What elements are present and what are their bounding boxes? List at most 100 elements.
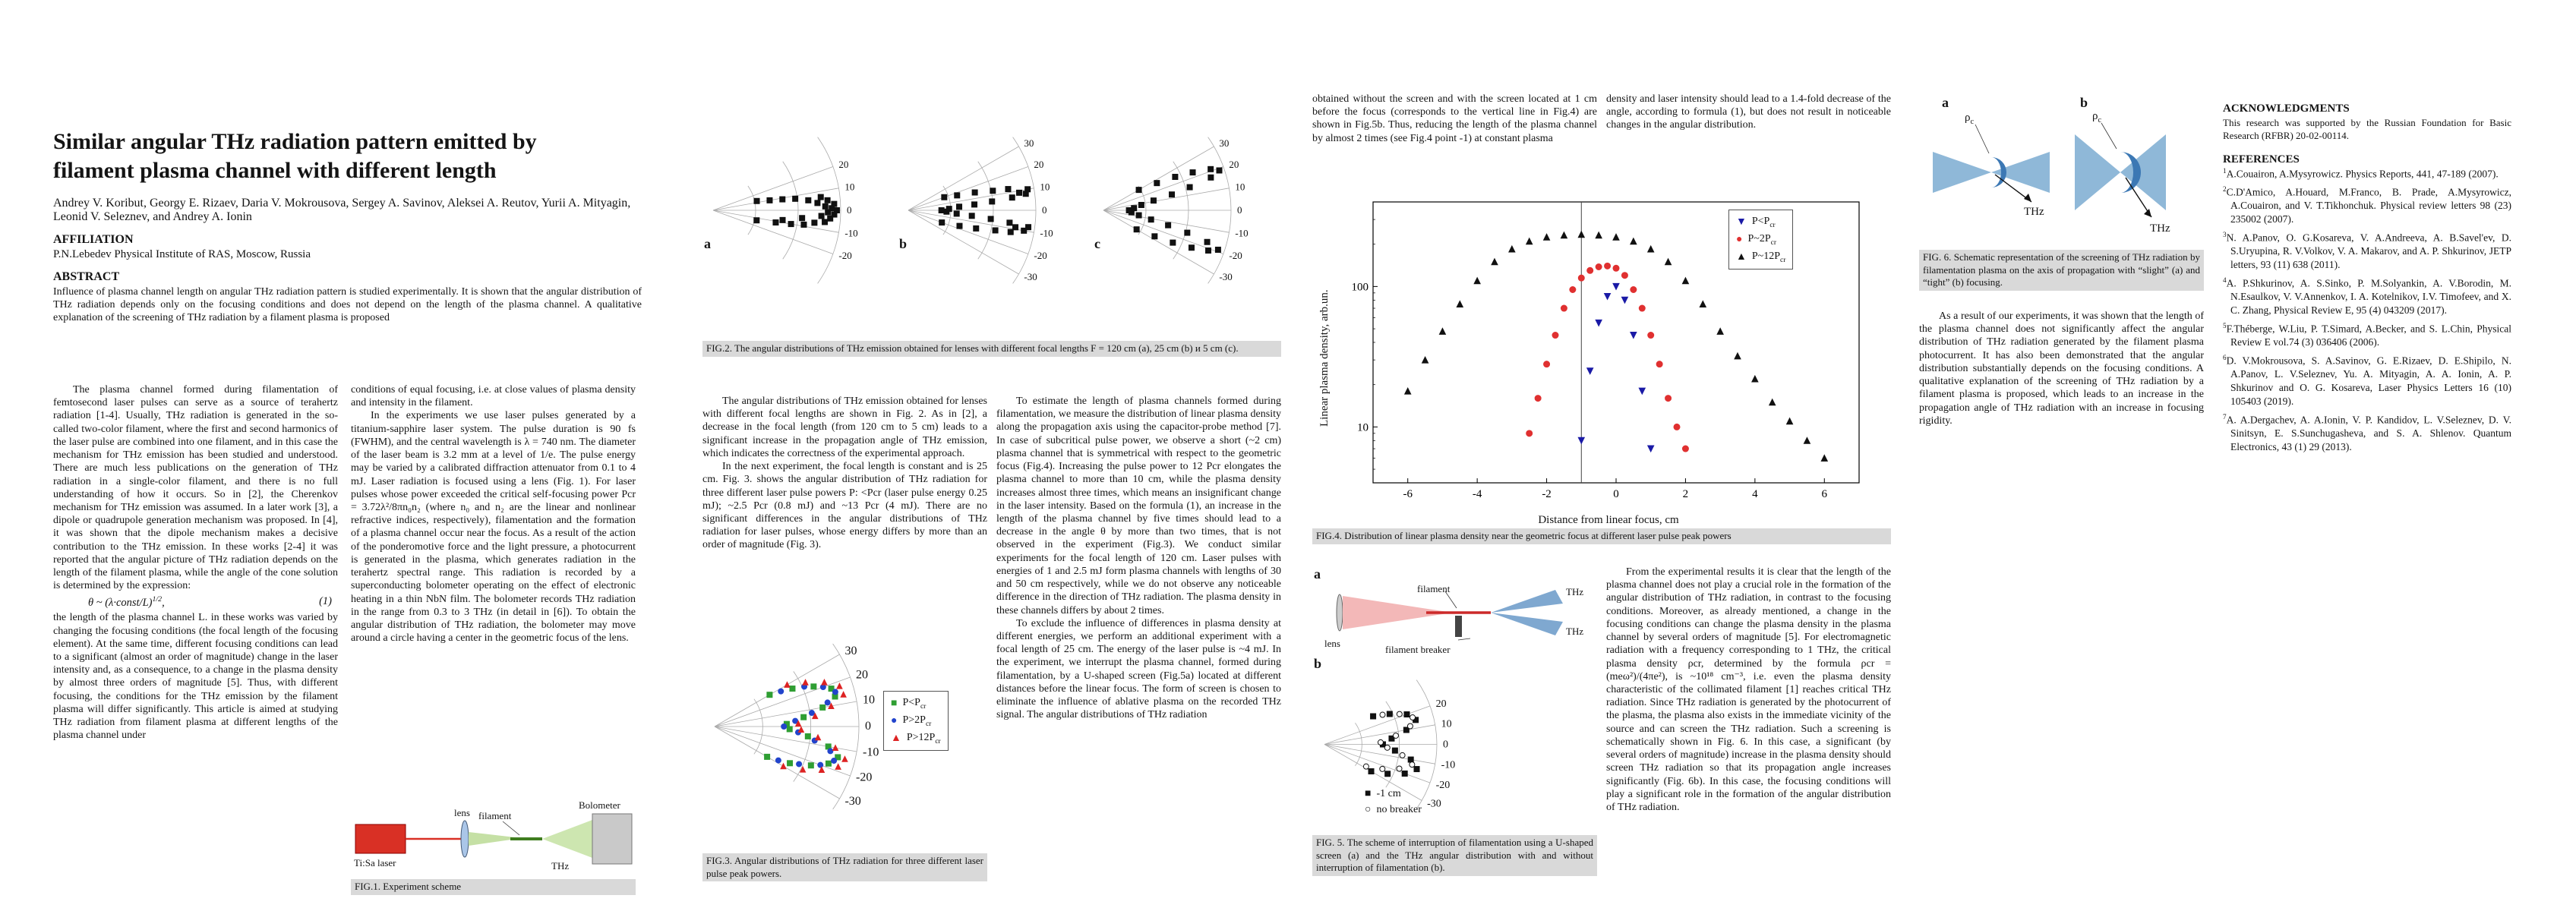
panel-label-b: b (2080, 95, 2088, 110)
paragraph: the length of the plasma channel L. in t… (53, 612, 338, 742)
rho-pointer-a (1975, 124, 1990, 154)
svg-text:10: 10 (1357, 421, 1368, 433)
references-list: 1A.Couairon, A.Mysyrowicz. Physics Repor… (2223, 166, 2511, 454)
legend-label: P<Pcr (902, 697, 927, 711)
legend-item: ▼ P<Pcr (1736, 213, 1785, 231)
abstract-text: Influence of plasma channel length on an… (53, 285, 642, 324)
paragraph: The plasma channel formed during filamen… (53, 384, 338, 592)
paragraph: The angular distributions of THz emissio… (702, 396, 987, 459)
legend-marker-square: ■ (1365, 787, 1372, 799)
laser-box (355, 824, 406, 854)
svg-text:-6: -6 (1403, 488, 1413, 500)
page-title: Similar angular THz radiation pattern em… (53, 129, 537, 184)
fig2-caption: FIG.2. The angular distributions of THz … (702, 341, 1281, 357)
svg-text:2: 2 (1683, 488, 1689, 500)
svg-text:-30: -30 (1024, 271, 1037, 282)
acknowledgments-text: This research was supported by the Russi… (2223, 117, 2511, 141)
cone-left-b (2075, 134, 2120, 210)
fig5a-drawing (1336, 590, 1563, 641)
legend-label: P~12Pcr (1751, 251, 1786, 264)
legend-label: P~2Pcr (1747, 233, 1777, 247)
panel-label-a: a (1314, 566, 1321, 582)
svg-text:-20: -20 (1229, 250, 1242, 261)
panel-label-b: b (899, 236, 908, 251)
column-3: The angular distributions of THz emissio… (702, 395, 987, 598)
rho-pointer-b (2101, 122, 2117, 150)
legend-label: -1 cm (1376, 788, 1401, 799)
fig2-panel-a: a 20 10 0 -10 -20 (702, 85, 889, 339)
lens-shape (1336, 594, 1343, 632)
figure-2: a 20 10 0 -10 -20 b 30 20 10 0 -10 -20 -30 c 30 20 1… (702, 85, 1281, 357)
figure-4: Linear plasma density, arb.un. -6 -4 -2 0 2 4… (1312, 191, 1891, 544)
lens-label: lens (1324, 638, 1340, 649)
column-2: conditions of equal focusing, i.e. at cl… (351, 383, 636, 763)
paragraph: obtained without the screen and with the… (1312, 93, 1597, 144)
fig4-x-axis-label: Distance from linear focus, cm (1538, 514, 1679, 526)
figure-6: a b ρc ρc THz THz FIG. 6. Schematic repr… (1919, 93, 2204, 291)
legend-item: ▲ P~12Pcr (1736, 248, 1785, 266)
figure-5: a filament THz THz lens filament breaker… (1312, 566, 1597, 876)
legend-marker-triangle-down: ▼ (1736, 216, 1747, 228)
svg-text:20: 20 (1436, 698, 1447, 710)
figure-1: Ti:Sa laser lens filament THz Bolometer … (351, 765, 636, 895)
svg-text:20: 20 (1034, 159, 1043, 170)
paragraph: density and laser intensity should lead … (1606, 93, 1891, 131)
lens-shape (460, 820, 469, 858)
svg-text:-20: -20 (1436, 780, 1451, 791)
fig1-drawing (355, 813, 633, 865)
svg-text:10: 10 (844, 181, 854, 192)
thz-label-lower: THz (1566, 626, 1584, 637)
column-1: The plasma channel formed during filamen… (53, 383, 338, 884)
reference-item: 6D. V.Mokrousova, S. A.Savinov, G. E.Riz… (2223, 354, 2511, 407)
filament-breaker-label: filament breaker (1385, 644, 1451, 655)
thz-label-upper: THz (1566, 586, 1584, 597)
svg-text:20: 20 (838, 159, 848, 170)
thz-arrowhead-a (2024, 194, 2031, 202)
acknowledgments-heading: ACKNOWLEDGMENTS (2223, 102, 2350, 115)
svg-text:0: 0 (1613, 488, 1619, 500)
thz-label-a: THz (2024, 206, 2044, 218)
plasma-crescent-b (2120, 152, 2141, 193)
svg-text:20: 20 (1229, 159, 1239, 170)
legend-item: ● P~2Pcr (1736, 231, 1785, 248)
paragraph: To exclude the influence of differences … (996, 617, 1281, 721)
svg-text:-4: -4 (1473, 488, 1482, 500)
svg-text:-10: -10 (1040, 228, 1053, 239)
svg-text:10: 10 (1441, 718, 1452, 730)
paragraph: As a result of our experiments, it was s… (1919, 310, 2204, 427)
fig4-chart-area: Linear plasma density, arb.un. -6 -4 -2 0 2 4… (1312, 191, 1891, 527)
fig2-panels: a 20 10 0 -10 -20 b 30 20 10 0 -10 -20 -30 c 30 20 1… (702, 85, 1281, 339)
fig3-polar-chart: 30 20 10 0 -10 -20 -30 (714, 643, 879, 810)
fig2-panel-b: b 30 20 10 0 -10 -20 -30 (898, 85, 1084, 339)
cone-right-a (1991, 152, 2050, 193)
fig4-caption: FIG.4. Distribution of linear plasma den… (1312, 528, 1891, 544)
legend-item: ■ -1 cm (1365, 786, 1422, 802)
affiliation-text: P.N.Lebedev Physical Institute of RAS, M… (53, 247, 311, 260)
thz-label: THz (551, 860, 570, 872)
svg-text:0: 0 (1042, 204, 1047, 216)
legend-marker-triangle-up: ▲ (1736, 251, 1747, 263)
svg-text:-30: -30 (1219, 271, 1232, 282)
thz-lobe-lower (1491, 613, 1563, 635)
legend-marker-circle: ● (1736, 233, 1743, 245)
bolometer-label: Bolometer (579, 799, 620, 811)
svg-text:-10: -10 (1235, 228, 1248, 239)
reference-item: 3N. A.Panov, O. G.Kosareva, V. A.Andreev… (2223, 231, 2511, 271)
header: Similar angular THz radiation pattern em… (53, 128, 646, 324)
legend-label: no breaker (1376, 804, 1422, 815)
fig4-y-axis-label: Linear plasma density, arb.un. (1318, 289, 1331, 427)
fig1-caption: FIG.1. Experiment scheme (351, 879, 636, 895)
paragraph: In the experiments we use laser pulses g… (351, 410, 636, 645)
svg-text:-30: -30 (1427, 799, 1441, 810)
fig5-caption: FIG. 5. The scheme of interruption of fi… (1312, 835, 1597, 876)
column-6-lower: From the experimental results it is clea… (1606, 566, 1891, 903)
references-heading: REFERENCES (2223, 153, 2300, 165)
equation-body: θ ~ (λ·const/L)1/2, (88, 594, 165, 609)
figure-3: 30 20 10 0 -10 -20 -30 ■ P<Pcr ● P>2Pcr ▲ P>12Pcr… (702, 601, 987, 881)
fig5b-legend: ■ -1 cm ○ no breaker (1358, 783, 1428, 821)
thz-lobe-upper (1491, 590, 1563, 613)
legend-item: ▲ P>12Pcr (891, 730, 941, 747)
svg-text:4: 4 (1752, 488, 1758, 500)
